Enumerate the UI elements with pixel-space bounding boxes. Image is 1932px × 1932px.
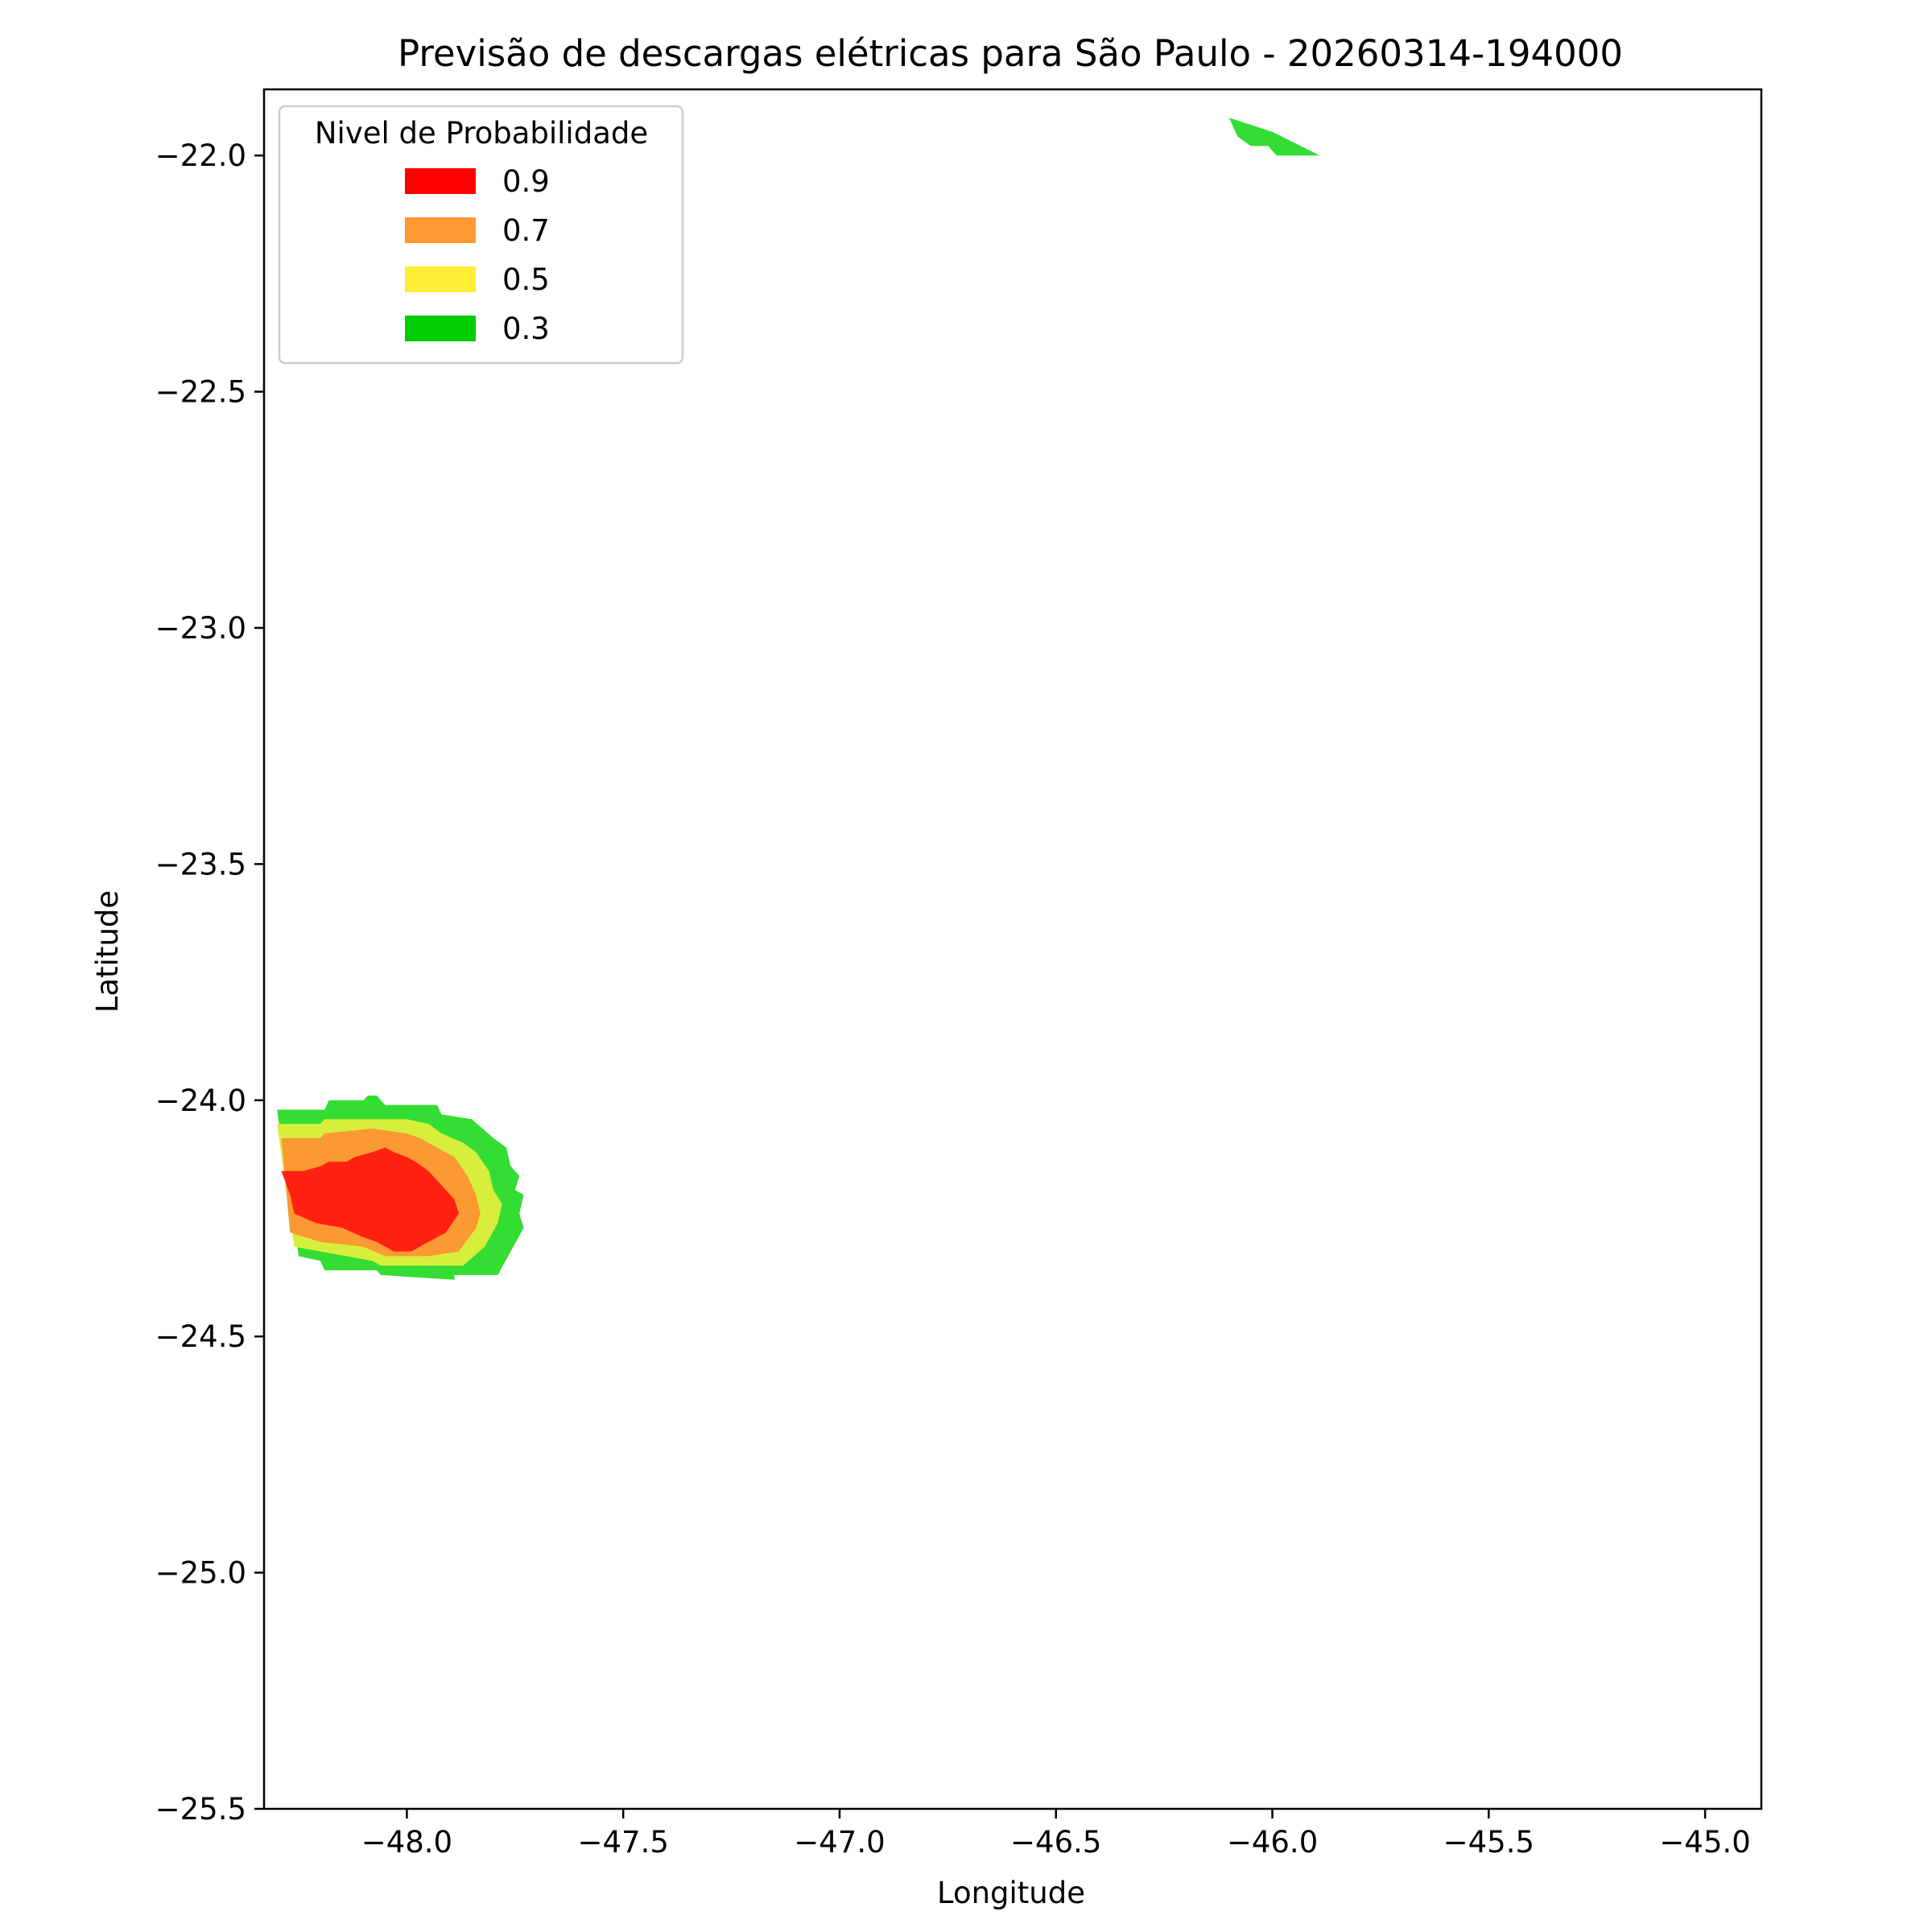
legend-label: 0.9 (502, 164, 550, 199)
y-tick-label: −24.5 (155, 1319, 246, 1354)
legend-label: 0.7 (502, 213, 550, 248)
y-tick-label: −22.0 (155, 138, 246, 173)
x-tick-label: −46.5 (1010, 1825, 1101, 1860)
x-tick-label: −48.0 (361, 1825, 452, 1860)
y-tick-label: −23.5 (155, 847, 246, 881)
legend-swatch-0-7 (405, 217, 476, 243)
x-tick-label: −45.0 (1659, 1825, 1750, 1860)
x-tick-label: −47.0 (794, 1825, 885, 1860)
plot-frame (262, 88, 1763, 1810)
y-tick-label: −24.0 (155, 1084, 246, 1118)
chart-title: Previsão de descargas elétricas para São… (398, 32, 1623, 75)
legend-title: Nivel de Probabilidade (315, 116, 648, 151)
plot-regions (277, 118, 1320, 1280)
y-tick-label: −25.5 (155, 1792, 246, 1827)
contour-region-0-3-4 (1228, 118, 1320, 156)
legend: Nivel de Probabilidade 0.9 0.7 0.5 0.3 (278, 105, 684, 365)
y-axis-ticks: −22.0 −22.5 −23.0 −23.5 −24.0 −24.5 −25.0 −25.5 (155, 138, 264, 1827)
legend-swatch-0-9 (405, 168, 476, 194)
x-tick-label: −45.5 (1443, 1825, 1534, 1860)
x-tick-label: −47.5 (577, 1825, 668, 1860)
x-tick-label: −46.0 (1227, 1825, 1318, 1860)
y-axis-label: Latitude (90, 890, 125, 1013)
legend-swatch-0-3 (405, 316, 476, 341)
legend-swatch-0-5 (405, 266, 476, 292)
y-tick-label: −25.0 (155, 1556, 246, 1591)
legend-entries: 0.9 0.7 0.5 0.3 (405, 164, 550, 346)
x-axis-ticks: −48.0 −47.5 −47.0 −46.5 −46.0 −45.5 −45.0 (361, 1809, 1751, 1860)
y-tick-label: −22.5 (155, 375, 246, 410)
legend-label: 0.3 (502, 312, 550, 346)
y-tick-label: −23.0 (155, 611, 246, 646)
contour-region-0-9-3 (281, 1147, 459, 1252)
x-axis-label: Longitude (937, 1876, 1085, 1910)
legend-box (278, 105, 684, 365)
legend-label: 0.5 (502, 262, 550, 297)
